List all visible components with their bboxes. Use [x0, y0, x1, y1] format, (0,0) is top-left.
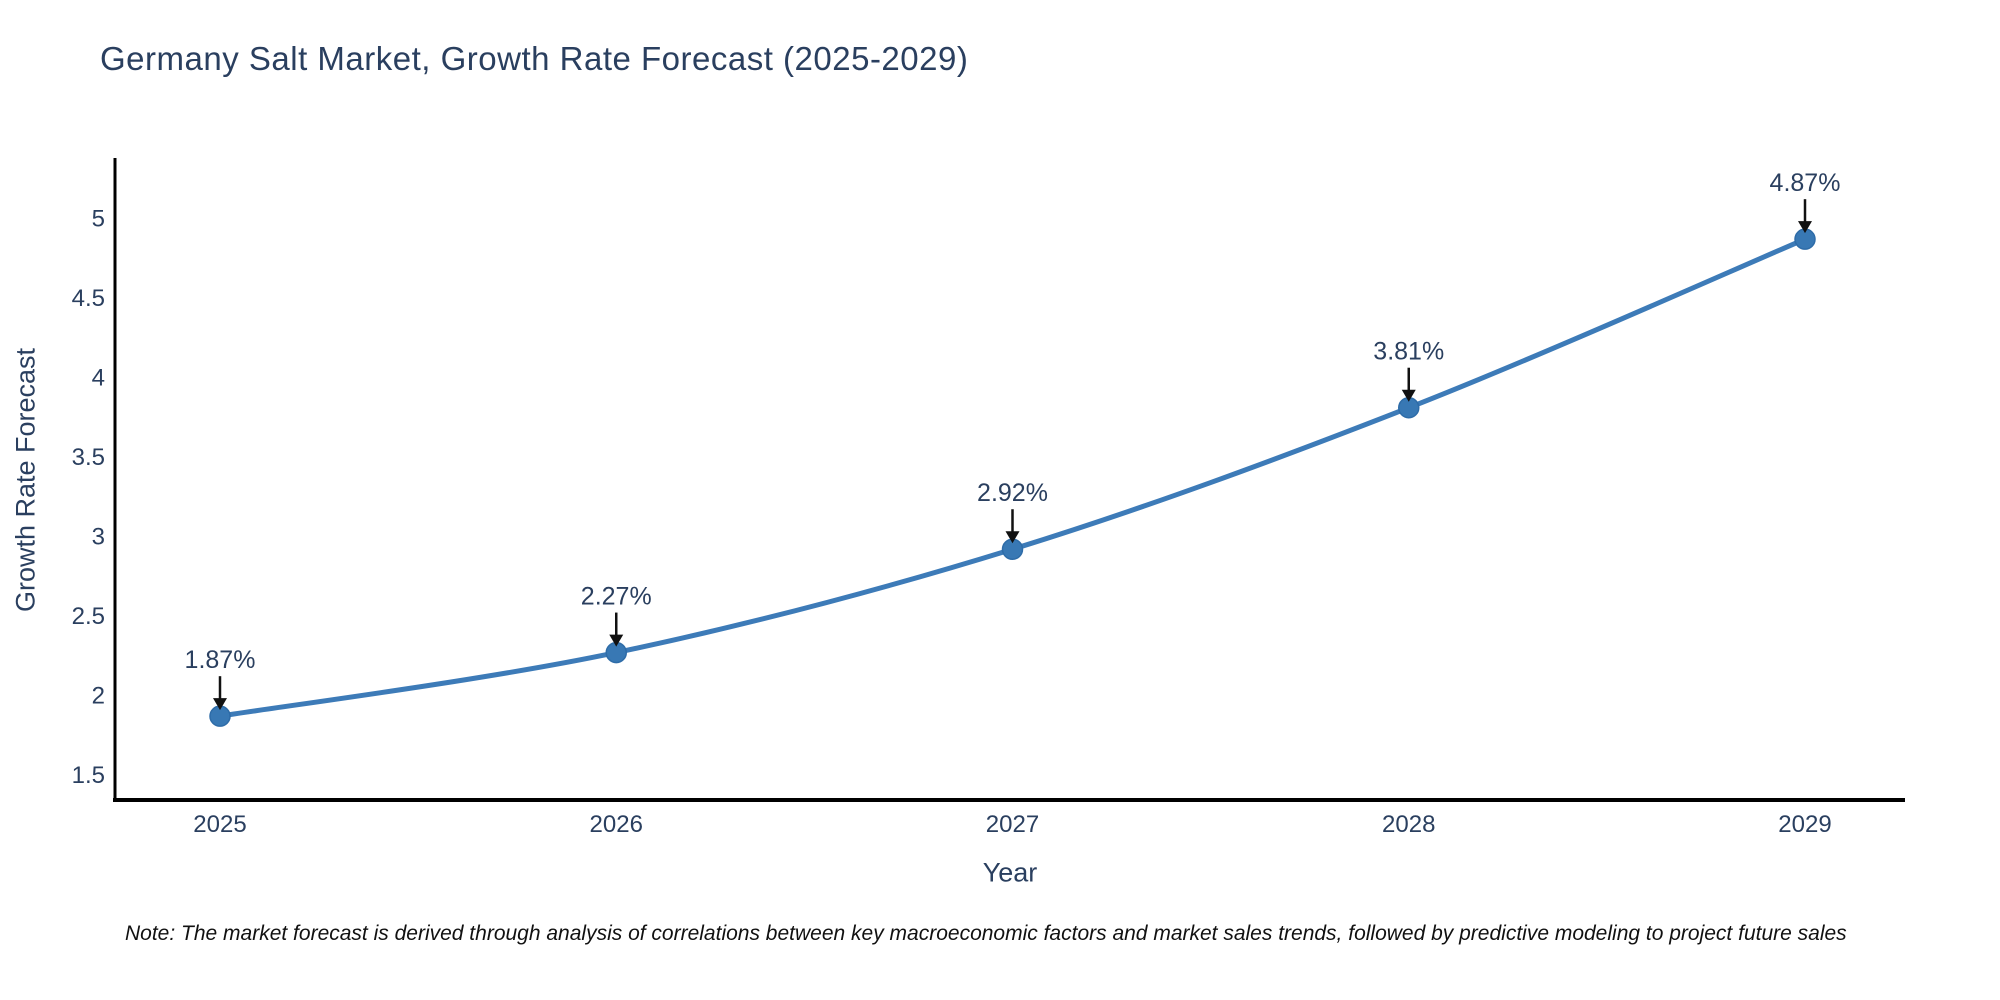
data-point-label: 3.81% [1373, 338, 1444, 366]
data-point-label: 2.27% [581, 583, 652, 611]
data-point-label: 2.92% [977, 479, 1048, 507]
x-axis-title: Year [982, 857, 1038, 888]
x-tick-label: 2029 [1778, 811, 1831, 838]
y-tick-label: 4.5 [72, 285, 105, 312]
annotation-arrow-head [609, 634, 624, 647]
chart-title: Germany Salt Market, Growth Rate Forecas… [100, 40, 969, 77]
y-tick-label: 1.5 [72, 762, 105, 789]
annotation-arrow-head [1401, 389, 1416, 402]
y-tick-label: 4 [92, 365, 105, 392]
footnote: Note: The market forecast is derived thr… [125, 922, 1847, 945]
x-tick-label: 2026 [590, 811, 643, 838]
y-tick-label: 2.5 [72, 603, 105, 630]
annotation-arrow-head [1005, 531, 1020, 544]
y-tick-label: 3 [92, 524, 105, 551]
x-tick-label: 2025 [193, 811, 246, 838]
annotation-arrow-head [213, 698, 227, 711]
y-tick-label: 5 [92, 206, 105, 233]
y-axis-title: Growth Rate Forecast [10, 347, 41, 613]
forecast-line [217, 236, 1808, 719]
x-tick-label: 2027 [986, 811, 1039, 838]
y-tick-label: 2 [92, 683, 105, 710]
y-tick-label: 3.5 [72, 444, 105, 471]
x-tick-label: 2028 [1382, 811, 1435, 838]
annotation-arrow-head [1798, 221, 1812, 234]
data-point-label: 4.87% [1770, 169, 1841, 197]
data-point-label: 1.87% [185, 646, 256, 674]
